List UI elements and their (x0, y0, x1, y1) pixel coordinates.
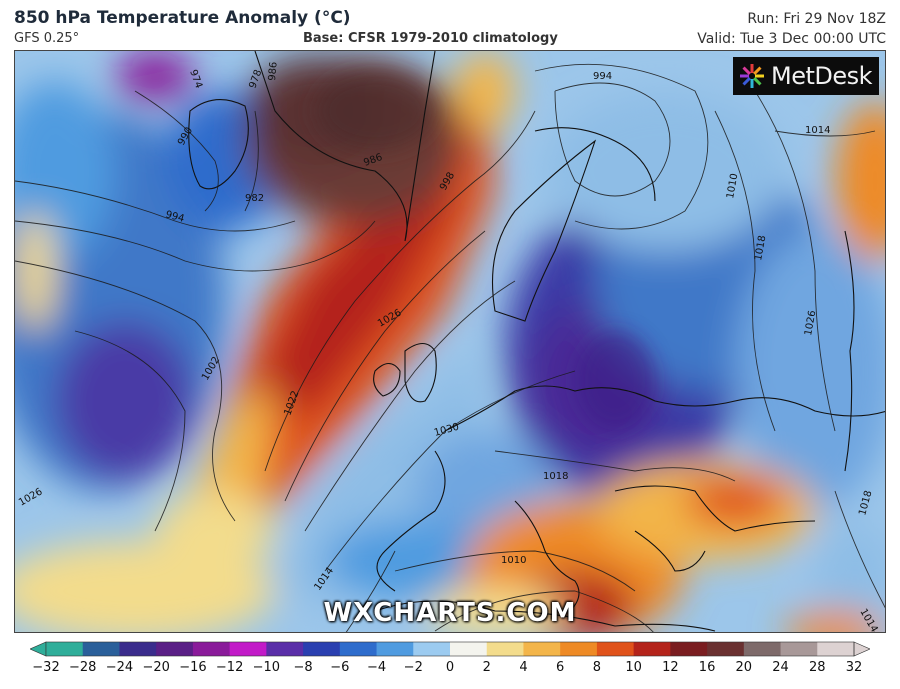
run-time-label: Run: Fri 29 Nov 18Z (747, 11, 886, 27)
colorbar-tick-label: −4 (366, 660, 387, 675)
colorbar-tick-label: −12 (215, 660, 244, 675)
isobar-label: 1026 (803, 310, 818, 337)
metdesk-logo: MetDesk (733, 57, 879, 95)
isobars (15, 63, 885, 632)
colorbar-tick-label: 12 (662, 660, 679, 675)
valid-time-label: Valid: Tue 3 Dec 00:00 UTC (697, 31, 886, 47)
colorbar-swatch (229, 642, 267, 656)
colorbar-swatch (817, 642, 855, 656)
colorbar-tick-label: −10 (252, 660, 281, 675)
colorbar-swatch (523, 642, 561, 656)
colorbar-tick-label: 2 (482, 660, 491, 675)
colorbar-swatches (30, 641, 870, 657)
colorbar-tick-label: 0 (445, 660, 455, 675)
colorbar-tick-label: −16 (179, 660, 207, 675)
colorbar-tick-label: 4 (519, 660, 528, 675)
colorbar-swatch (303, 642, 341, 656)
isobar-label: 986 (267, 61, 280, 81)
colorbar-swatch (266, 642, 304, 656)
colorbar-tick-label: −24 (105, 660, 134, 675)
colorbar-swatch (46, 642, 84, 656)
colorbar-swatch (192, 642, 231, 656)
colorbar-swatch (450, 642, 488, 656)
colorbar-swatch (707, 642, 745, 656)
colorbar-tick-label: 16 (698, 660, 716, 675)
colorbar-swatch (413, 642, 451, 656)
isobar-label: 1010 (725, 173, 740, 200)
colorbar-tick-label: 20 (735, 660, 753, 675)
isobar-label: 1018 (543, 471, 568, 482)
colorbar-tick-label: −6 (330, 660, 350, 675)
isobar-label: 982 (245, 193, 264, 204)
colorbar-swatch (119, 642, 157, 656)
colorbar-tick-label: 24 (772, 660, 789, 675)
colorbar-swatch (633, 642, 671, 656)
isobar-label: 994 (593, 71, 612, 82)
colorbar-tick-label: −20 (142, 660, 170, 675)
isobar-label: 1018 (753, 235, 768, 262)
colorbar-swatch (486, 642, 524, 656)
colorbar-swatch (560, 642, 598, 656)
colorbar-tick-label: 8 (592, 660, 602, 675)
colorbar-swatch (596, 642, 635, 656)
metdesk-logo-text: MetDesk (771, 62, 873, 90)
colorbar-left-arrow (30, 641, 47, 657)
colorbar-tick-label: −28 (69, 660, 97, 675)
isobar-label: 994 (164, 209, 185, 225)
wxcharts-watermark: WXCHARTS.COM (323, 598, 577, 628)
anomaly-map: 994 974 978 986 990 982 994 986 998 1002… (14, 50, 886, 633)
colorbar-swatch (743, 642, 782, 656)
colorbar-tick-label: −32 (32, 660, 60, 675)
colorbar-tick-label: 32 (845, 660, 863, 675)
colorbar-swatch (670, 642, 708, 656)
colorbar-right-arrow (853, 641, 870, 657)
colorbar-tick-label: −2 (403, 660, 423, 675)
metdesk-logo-icon (740, 64, 764, 88)
map-canvas: 994 974 978 986 990 982 994 986 998 1002… (15, 51, 885, 632)
isobar-label: 1010 (501, 555, 526, 566)
colorbar: −32 −28 −24 −20 −16 −12 −10 −8 −6 −4 −2 0 2 4 6 8 10 12 16… (30, 641, 870, 685)
coastlines (188, 51, 885, 632)
model-label: GFS 0.25° (14, 31, 80, 46)
chart-title: 850 hPa Temperature Anomaly (°C) (14, 8, 351, 28)
colorbar-swatch (339, 642, 378, 656)
base-climatology-label: Base: CFSR 1979-2010 climatology (303, 31, 558, 46)
colorbar-swatch (780, 642, 818, 656)
colorbar-swatch (82, 642, 120, 656)
colorbar-swatch (376, 642, 414, 656)
isobar-label: 1014 (805, 125, 830, 136)
colorbar-tick-label: 6 (556, 660, 565, 675)
anomaly-field (15, 51, 885, 632)
colorbar-tick-label: −8 (293, 660, 313, 675)
colorbar-swatch (156, 642, 194, 656)
colorbar-tick-label: 28 (808, 660, 826, 675)
colorbar-tick-label: 10 (625, 660, 642, 675)
